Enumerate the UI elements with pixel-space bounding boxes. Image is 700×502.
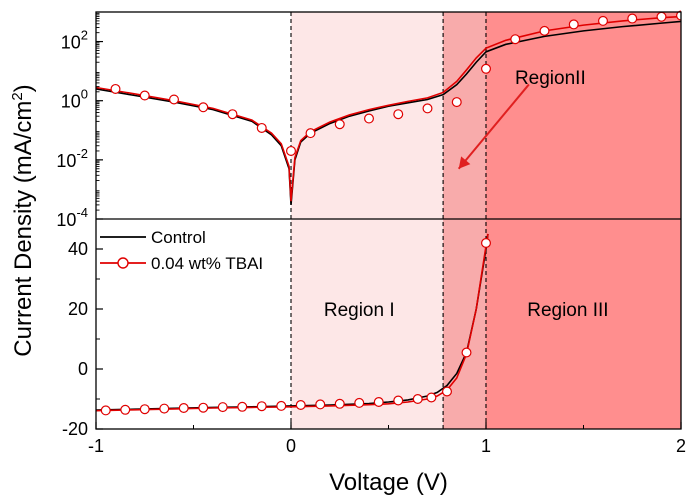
- region-3-label: Region III: [527, 300, 608, 321]
- tick-base: 10: [56, 151, 76, 171]
- top-marker-point: [597, 15, 608, 26]
- top-marker-point: [198, 102, 209, 113]
- legend-tbai-marker: [117, 257, 129, 269]
- bottom-marker-point: [178, 403, 189, 414]
- y-axis-title-sup: 2: [9, 92, 26, 100]
- top-marker-point: [656, 11, 667, 22]
- top-marker-point: [110, 83, 121, 94]
- x-tick-label: 1: [481, 436, 491, 456]
- legend-control-label: Control: [151, 228, 206, 247]
- top-y-tick-label: 10-4: [56, 205, 88, 230]
- data-series: [96, 10, 681, 416]
- bottom-marker-point: [295, 400, 306, 411]
- region-band-3: [486, 12, 681, 429]
- y-axis-title-main: Current Density (mA/cm: [10, 101, 37, 357]
- region-1-label: Region I: [324, 300, 395, 321]
- bottom-marker-point: [159, 403, 170, 414]
- top-marker-point: [169, 94, 180, 105]
- region-2-arrow-head: [458, 156, 471, 169]
- bottom-y-tick-label: 20: [68, 299, 88, 319]
- bottom-marker-point: [120, 404, 131, 415]
- region-2-arrow-shaft: [457, 83, 530, 170]
- bottom-marker-point: [334, 398, 345, 409]
- y-axis-title: Current Density (mA/cm2): [9, 84, 37, 356]
- x-tick-label: 0: [286, 436, 296, 456]
- top-y-tick-label: 100: [61, 87, 88, 112]
- top-marker-point: [305, 128, 316, 139]
- bottom-y-tick-label: -20: [62, 419, 88, 439]
- bottom-marker-point: [315, 399, 326, 410]
- tick-base: 10: [61, 92, 81, 112]
- bottom-marker-point: [276, 400, 287, 411]
- bottom-marker-point: [198, 402, 209, 413]
- region-band-2: [443, 12, 486, 429]
- tick-exponent: -4: [76, 205, 88, 220]
- bottom-marker-point: [442, 386, 453, 397]
- bottom-marker-point: [373, 397, 384, 408]
- annotations: Region I Region III RegionII: [324, 68, 609, 321]
- top-marker-point: [227, 109, 238, 120]
- bottom-marker-point: [393, 395, 404, 406]
- axis-ticks: [95, 12, 682, 430]
- top-marker-point: [451, 97, 462, 108]
- top-marker-point: [422, 103, 433, 114]
- y-axis-title-end: ): [10, 84, 37, 92]
- bottom-marker-point: [426, 392, 437, 403]
- region-band-1: [291, 12, 444, 429]
- top-marker-point: [364, 113, 375, 124]
- legend: Control 0.04 wt% TBAI: [100, 228, 263, 273]
- region-2-label: RegionII: [515, 68, 586, 89]
- tick-exponent: -2: [76, 146, 88, 161]
- top-marker-point: [539, 25, 550, 36]
- top-marker-point: [286, 145, 297, 156]
- bottom-marker-point: [256, 401, 267, 412]
- tick-base: 10: [56, 210, 76, 230]
- bottom-y-tick-label: 40: [68, 239, 88, 259]
- top-y-tick-label: 10-2: [56, 146, 88, 171]
- x-axis-title: Voltage (V): [329, 469, 448, 496]
- top-marker-point: [256, 122, 267, 133]
- bottom-marker-point: [461, 347, 472, 358]
- tick-exponent: 0: [81, 87, 88, 102]
- top-marker-point: [334, 119, 345, 130]
- tick-base: 10: [61, 33, 81, 53]
- bottom-marker-point: [481, 238, 492, 249]
- top-marker-point: [627, 13, 638, 24]
- bottom-y-tick-label: 0: [78, 359, 88, 379]
- region-shading: [291, 12, 681, 429]
- x-tick-label: 2: [676, 436, 686, 456]
- bottom-marker-point: [354, 397, 365, 408]
- bottom-marker-point: [139, 404, 150, 415]
- top-marker-point: [510, 34, 521, 45]
- legend-tbai-label: 0.04 wt% TBAI: [151, 254, 263, 273]
- bottom-marker-point: [100, 405, 111, 416]
- tick-exponent: 2: [81, 28, 88, 43]
- bottom-marker-point: [237, 401, 248, 412]
- bottom-marker-point: [412, 394, 423, 405]
- x-tick-label: -1: [88, 436, 104, 456]
- top-marker-point: [139, 90, 150, 101]
- top-y-tick-label: 102: [61, 28, 88, 53]
- bottom-marker-point: [217, 402, 228, 413]
- top-marker-point: [568, 19, 579, 30]
- top-marker-point: [481, 63, 492, 74]
- top-marker-point: [393, 109, 404, 120]
